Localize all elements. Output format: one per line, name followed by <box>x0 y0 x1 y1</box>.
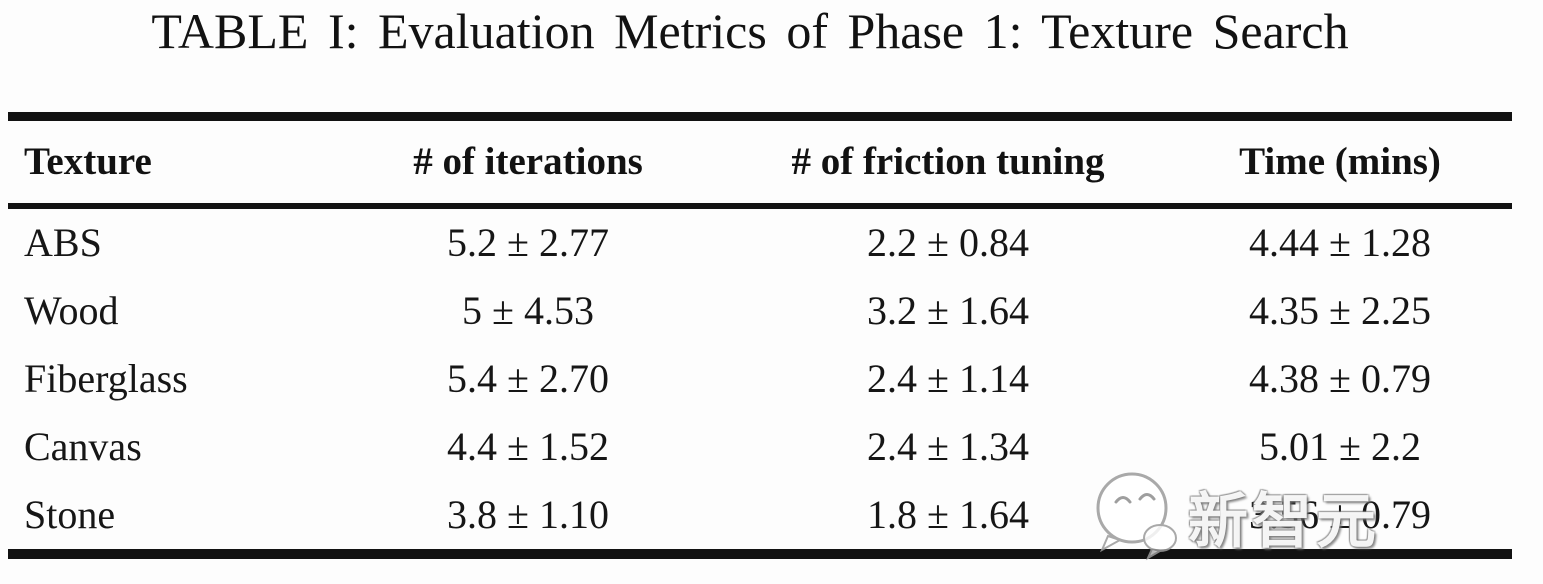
evaluation-metrics-table: Texture # of iterations # of friction tuni… <box>8 112 1512 559</box>
table-row-wood: Wood 5 ± 4.53 3.2 ± 1.64 4.35 ± 2.25 <box>8 277 1512 345</box>
texture-name-cell: Stone <box>24 492 116 537</box>
column-header-of-friction-tuning: # of friction tuning <box>791 140 1105 183</box>
value-cell: 3.2 ± 1.64 <box>867 288 1029 333</box>
table-row-canvas: Canvas 4.4 ± 1.52 2.4 ± 1.34 5.01 ± 2.2 <box>8 413 1512 481</box>
value-cell: 1.8 ± 1.64 <box>867 492 1029 537</box>
header-row: Texture # of iterations # of friction tuni… <box>8 117 1512 206</box>
value-cell: 3.56 ± 0.79 <box>1249 492 1431 537</box>
column-header-time-mins: Time (mins) <box>1239 140 1441 183</box>
texture-name-cell: Canvas <box>24 424 142 469</box>
texture-name-cell: ABS <box>24 220 102 265</box>
texture-name-cell: Wood <box>24 288 119 333</box>
value-cell: 4.4 ± 1.52 <box>447 424 609 469</box>
value-cell: 3.8 ± 1.10 <box>447 492 609 537</box>
value-cell: 4.35 ± 2.25 <box>1249 288 1431 333</box>
value-cell: 5 ± 4.53 <box>462 288 594 333</box>
value-cell: 5.2 ± 2.77 <box>447 220 609 265</box>
column-header-texture: Texture <box>24 140 152 183</box>
value-cell: 2.4 ± 1.14 <box>867 356 1029 401</box>
table-body: ABS 5.2 ± 2.77 2.2 ± 0.84 4.44 ± 1.28 Wood 5 … <box>8 206 1512 554</box>
value-cell: 2.2 ± 0.84 <box>867 220 1029 265</box>
value-cell: 4.44 ± 1.28 <box>1249 220 1431 265</box>
value-cell: 5.4 ± 2.70 <box>447 356 609 401</box>
value-cell: 4.38 ± 0.79 <box>1249 356 1431 401</box>
table-row-stone: Stone 3.8 ± 1.10 1.8 ± 1.64 3.56 ± 0.79 <box>8 481 1512 554</box>
value-cell: 5.01 ± 2.2 <box>1259 424 1421 469</box>
table-caption: TABLE I: Evaluation Metrics of Phase 1: … <box>151 3 1349 59</box>
table-header: Texture # of iterations # of friction tuni… <box>8 117 1512 206</box>
column-header-of-iterations: # of iterations <box>413 140 643 183</box>
value-cell: 2.4 ± 1.34 <box>867 424 1029 469</box>
table-row-abs: ABS 5.2 ± 2.77 2.2 ± 0.84 4.44 ± 1.28 <box>8 206 1512 277</box>
texture-name-cell: Fiberglass <box>24 356 188 401</box>
table-row-fiberglass: Fiberglass 5.4 ± 2.70 2.4 ± 1.14 4.38 ± 0.7… <box>8 345 1512 413</box>
